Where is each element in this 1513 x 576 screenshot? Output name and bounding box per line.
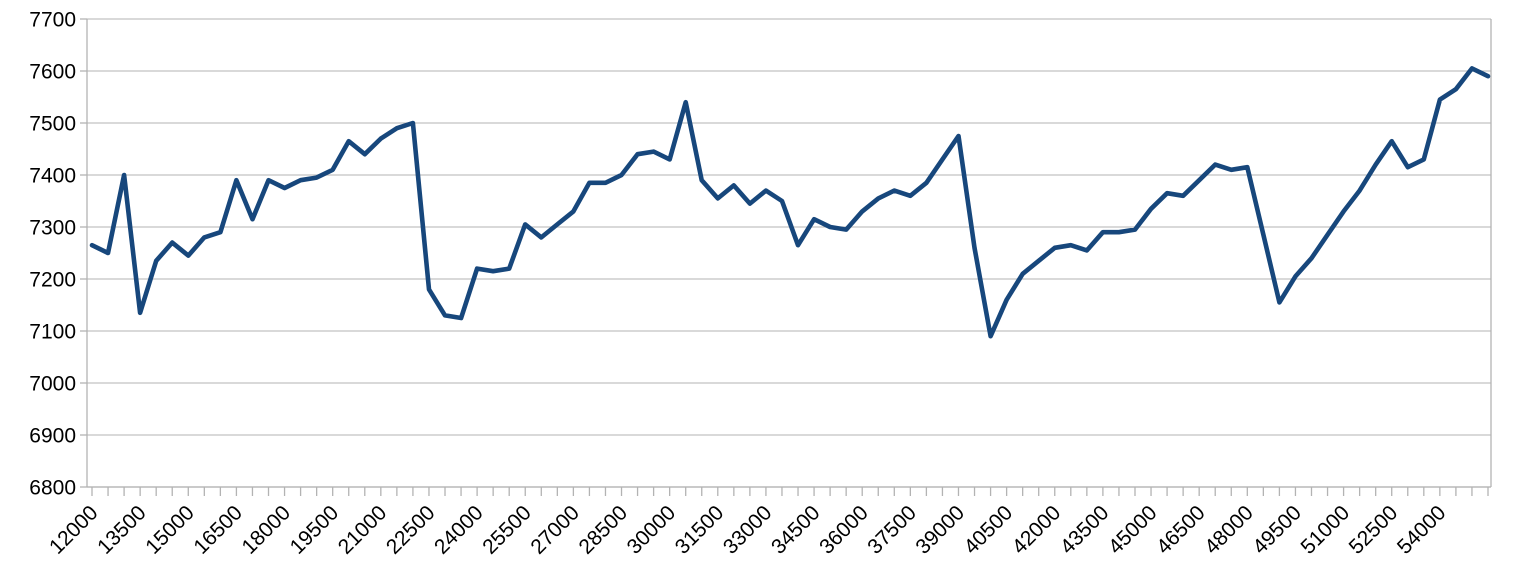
x-axis-label: 39000 (911, 501, 969, 559)
y-axis-label: 7200 (29, 269, 76, 292)
x-axis-label: 54000 (1393, 501, 1451, 559)
x-axis-label: 12000 (45, 501, 103, 559)
y-axis-label: 7600 (29, 61, 76, 84)
x-axis-label: 27000 (526, 501, 584, 559)
x-axis-label: 31500 (671, 501, 729, 559)
x-axis-label: 24000 (430, 501, 488, 559)
x-axis-label: 25500 (478, 501, 536, 559)
x-axis-label: 15000 (141, 501, 199, 559)
y-axis-label: 7700 (29, 9, 76, 32)
x-axis-label: 13500 (93, 501, 151, 559)
x-axis-label: 18000 (238, 501, 296, 559)
x-axis-label: 51000 (1297, 501, 1355, 559)
x-axis-label: 45000 (1104, 501, 1162, 559)
x-axis-label: 34500 (767, 501, 825, 559)
x-axis-label: 21000 (334, 501, 392, 559)
x-axis-label: 22500 (382, 501, 440, 559)
x-axis-label: 48000 (1200, 501, 1258, 559)
x-axis-label: 19500 (286, 501, 344, 559)
x-axis-label: 36000 (815, 501, 873, 559)
x-axis-label: 52500 (1345, 501, 1403, 559)
x-axis-label: 49500 (1248, 501, 1306, 559)
y-axis-label: 6900 (29, 425, 76, 448)
y-axis-label: 7300 (29, 217, 76, 240)
x-axis-label: 30000 (623, 501, 681, 559)
x-axis-label: 46500 (1152, 501, 1210, 559)
x-axis-label: 33000 (719, 501, 777, 559)
x-axis-label: 43500 (1056, 501, 1114, 559)
y-axis-label: 7100 (29, 321, 76, 344)
y-axis-label: 6800 (29, 477, 76, 500)
x-axis-label: 16500 (189, 501, 247, 559)
x-axis-label: 28500 (574, 501, 632, 559)
x-axis-label: 37500 (863, 501, 921, 559)
y-axis-label: 7000 (29, 373, 76, 396)
x-axis-label: 42000 (1008, 501, 1066, 559)
y-axis-label: 7500 (29, 113, 76, 136)
x-axis-label: 40500 (960, 501, 1018, 559)
series-line (89, 66, 1491, 339)
y-axis-label: 7400 (29, 165, 76, 188)
